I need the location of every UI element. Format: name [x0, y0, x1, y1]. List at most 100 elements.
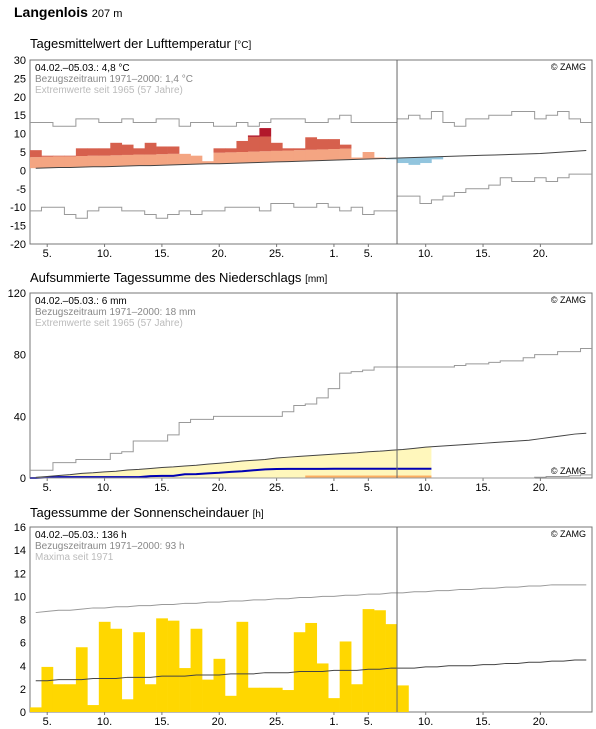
precipitation-extreme-max-line — [30, 348, 592, 471]
temperature-y-tick-label: 0 — [20, 165, 26, 177]
sunshine-bar — [305, 622, 318, 712]
sunshine-x-tick-label: 5. — [364, 716, 373, 728]
sunshine-bar — [87, 705, 100, 712]
sunshine-bar — [110, 628, 123, 712]
precipitation-plot-frame — [29, 292, 593, 479]
temperature-x-tick-label: 20. — [212, 248, 227, 260]
sunshine-y-tick-label: 6 — [20, 638, 26, 650]
temperature-y-tick-label: -5 — [16, 184, 26, 196]
temperature-bar — [167, 153, 180, 165]
sunshine-x-tick-label: 1. — [329, 716, 338, 728]
temperature-bar — [52, 156, 65, 168]
temperature-bar — [156, 146, 168, 155]
temperature-info-line: 04.02.–05.03.: 4,8 °C — [35, 63, 130, 74]
sunshine-bar — [144, 684, 157, 712]
temperature-x-tick-label: 15. — [475, 248, 490, 260]
sunshine-y-tick-label: 2 — [20, 684, 26, 696]
temperature-bar — [121, 154, 134, 166]
temperature-bar — [247, 135, 260, 137]
temperature-bar — [213, 152, 226, 164]
temperature-extreme-min-line — [30, 173, 592, 219]
sunshine-bar — [213, 658, 226, 712]
temperature-bar — [328, 149, 340, 161]
sunshine-panel-title: Tagessumme der Sonnenscheindauer [h] — [30, 505, 264, 520]
sunshine-bar — [133, 632, 145, 712]
precipitation-title-text: Aufsummierte Tagessumme des Niederschlag… — [30, 270, 302, 285]
sunshine-y-tick-label: 10 — [14, 591, 26, 603]
sunshine-bar — [167, 620, 180, 712]
sunshine-climatology-line — [35, 659, 587, 682]
temperature-bar — [397, 157, 409, 164]
sunshine-info-line: Bezugszeitraum 1971–2000: 93 h — [35, 541, 185, 552]
sunshine-y-tick-label: 16 — [14, 522, 26, 534]
temperature-x-tick-label: 1. — [329, 248, 338, 260]
sunshine-bar — [362, 609, 375, 712]
precipitation-x-tick-label: 20. — [533, 482, 548, 494]
temperature-bar — [419, 157, 432, 164]
temperature-bar — [259, 151, 272, 163]
sunshine-bar — [190, 628, 203, 712]
sunshine-bar — [98, 621, 111, 712]
temperature-y-tick-label: 15 — [14, 110, 26, 122]
temperature-bar — [293, 148, 306, 151]
sunshine-bar — [316, 663, 329, 712]
temperature-bar — [133, 154, 145, 166]
temperature-x-tick-label: 20. — [533, 248, 548, 260]
temperature-bar — [316, 139, 329, 150]
temperature-y-tick-label: 5 — [20, 147, 26, 159]
precipitation-anomaly-band — [305, 475, 432, 478]
sunshine-y-tick-label: 4 — [20, 661, 26, 673]
temperature-bar — [259, 128, 272, 137]
temperature-bar — [270, 150, 283, 162]
temperature-title-text: Tagesmittelwert der Lufttemperatur — [30, 36, 231, 51]
temperature-bar — [316, 149, 329, 161]
temperature-bar — [30, 150, 42, 158]
precipitation-x-tick-label: 15. — [475, 482, 490, 494]
precipitation-x-tick-label: 20. — [212, 482, 227, 494]
sunshine-y-tick-label: 8 — [20, 615, 26, 627]
temperature-y-tick-label: 20 — [14, 92, 26, 104]
precipitation-source-label: © ZAMG — [551, 295, 586, 305]
sunshine-bar — [236, 621, 249, 712]
sunshine-bar — [351, 684, 363, 712]
sunshine-x-tick-label: 25. — [269, 716, 284, 728]
temperature-bar — [110, 142, 123, 156]
temperature-bar — [144, 154, 157, 166]
sunshine-bar — [121, 699, 134, 712]
temperature-bar — [362, 152, 375, 159]
temperature-bar — [144, 142, 157, 155]
temperature-bar — [224, 148, 237, 153]
precipitation-unit: [mm] — [305, 274, 328, 285]
sunshine-title-text: Tagessumme der Sonnenscheindauer — [30, 505, 249, 520]
temperature-bar — [64, 156, 77, 168]
sunshine-y-tick-label: 12 — [14, 568, 26, 580]
precipitation-panel-title: Aufsummierte Tagessumme des Niederschlag… — [30, 270, 327, 285]
precipitation-info-line: 04.02.–05.03.: 6 mm — [35, 296, 127, 307]
temperature-bar — [247, 136, 260, 152]
sunshine-bar — [339, 641, 352, 712]
sunshine-x-tick-label: 20. — [212, 716, 227, 728]
precipitation-y-tick-label: 120 — [8, 288, 26, 300]
sunshine-unit: [h] — [252, 509, 264, 520]
temperature-bar — [30, 157, 42, 169]
temperature-bar — [305, 149, 318, 161]
precipitation-info-line: Extremwerte seit 1965 (57 Jahre) — [35, 318, 183, 329]
temperature-bar — [224, 152, 237, 164]
temperature-x-tick-label: 5. — [364, 248, 373, 260]
temperature-bar — [41, 155, 54, 157]
sunshine-x-tick-label: 20. — [533, 716, 548, 728]
temperature-bar — [167, 146, 180, 154]
temperature-bar — [121, 144, 134, 155]
temperature-bar — [75, 156, 88, 168]
precipitation-extreme-min-line — [30, 474, 592, 479]
temperature-bar — [339, 148, 352, 160]
temperature-bar — [282, 148, 295, 151]
sunshine-bar — [64, 684, 77, 712]
temperature-bar — [385, 158, 398, 160]
temperature-y-tick-label: 10 — [14, 129, 26, 141]
precipitation-accumulated-line — [30, 467, 432, 479]
sunshine-bar — [374, 610, 386, 712]
temperature-bar — [236, 152, 249, 164]
temperature-x-tick-label: 5. — [43, 248, 52, 260]
